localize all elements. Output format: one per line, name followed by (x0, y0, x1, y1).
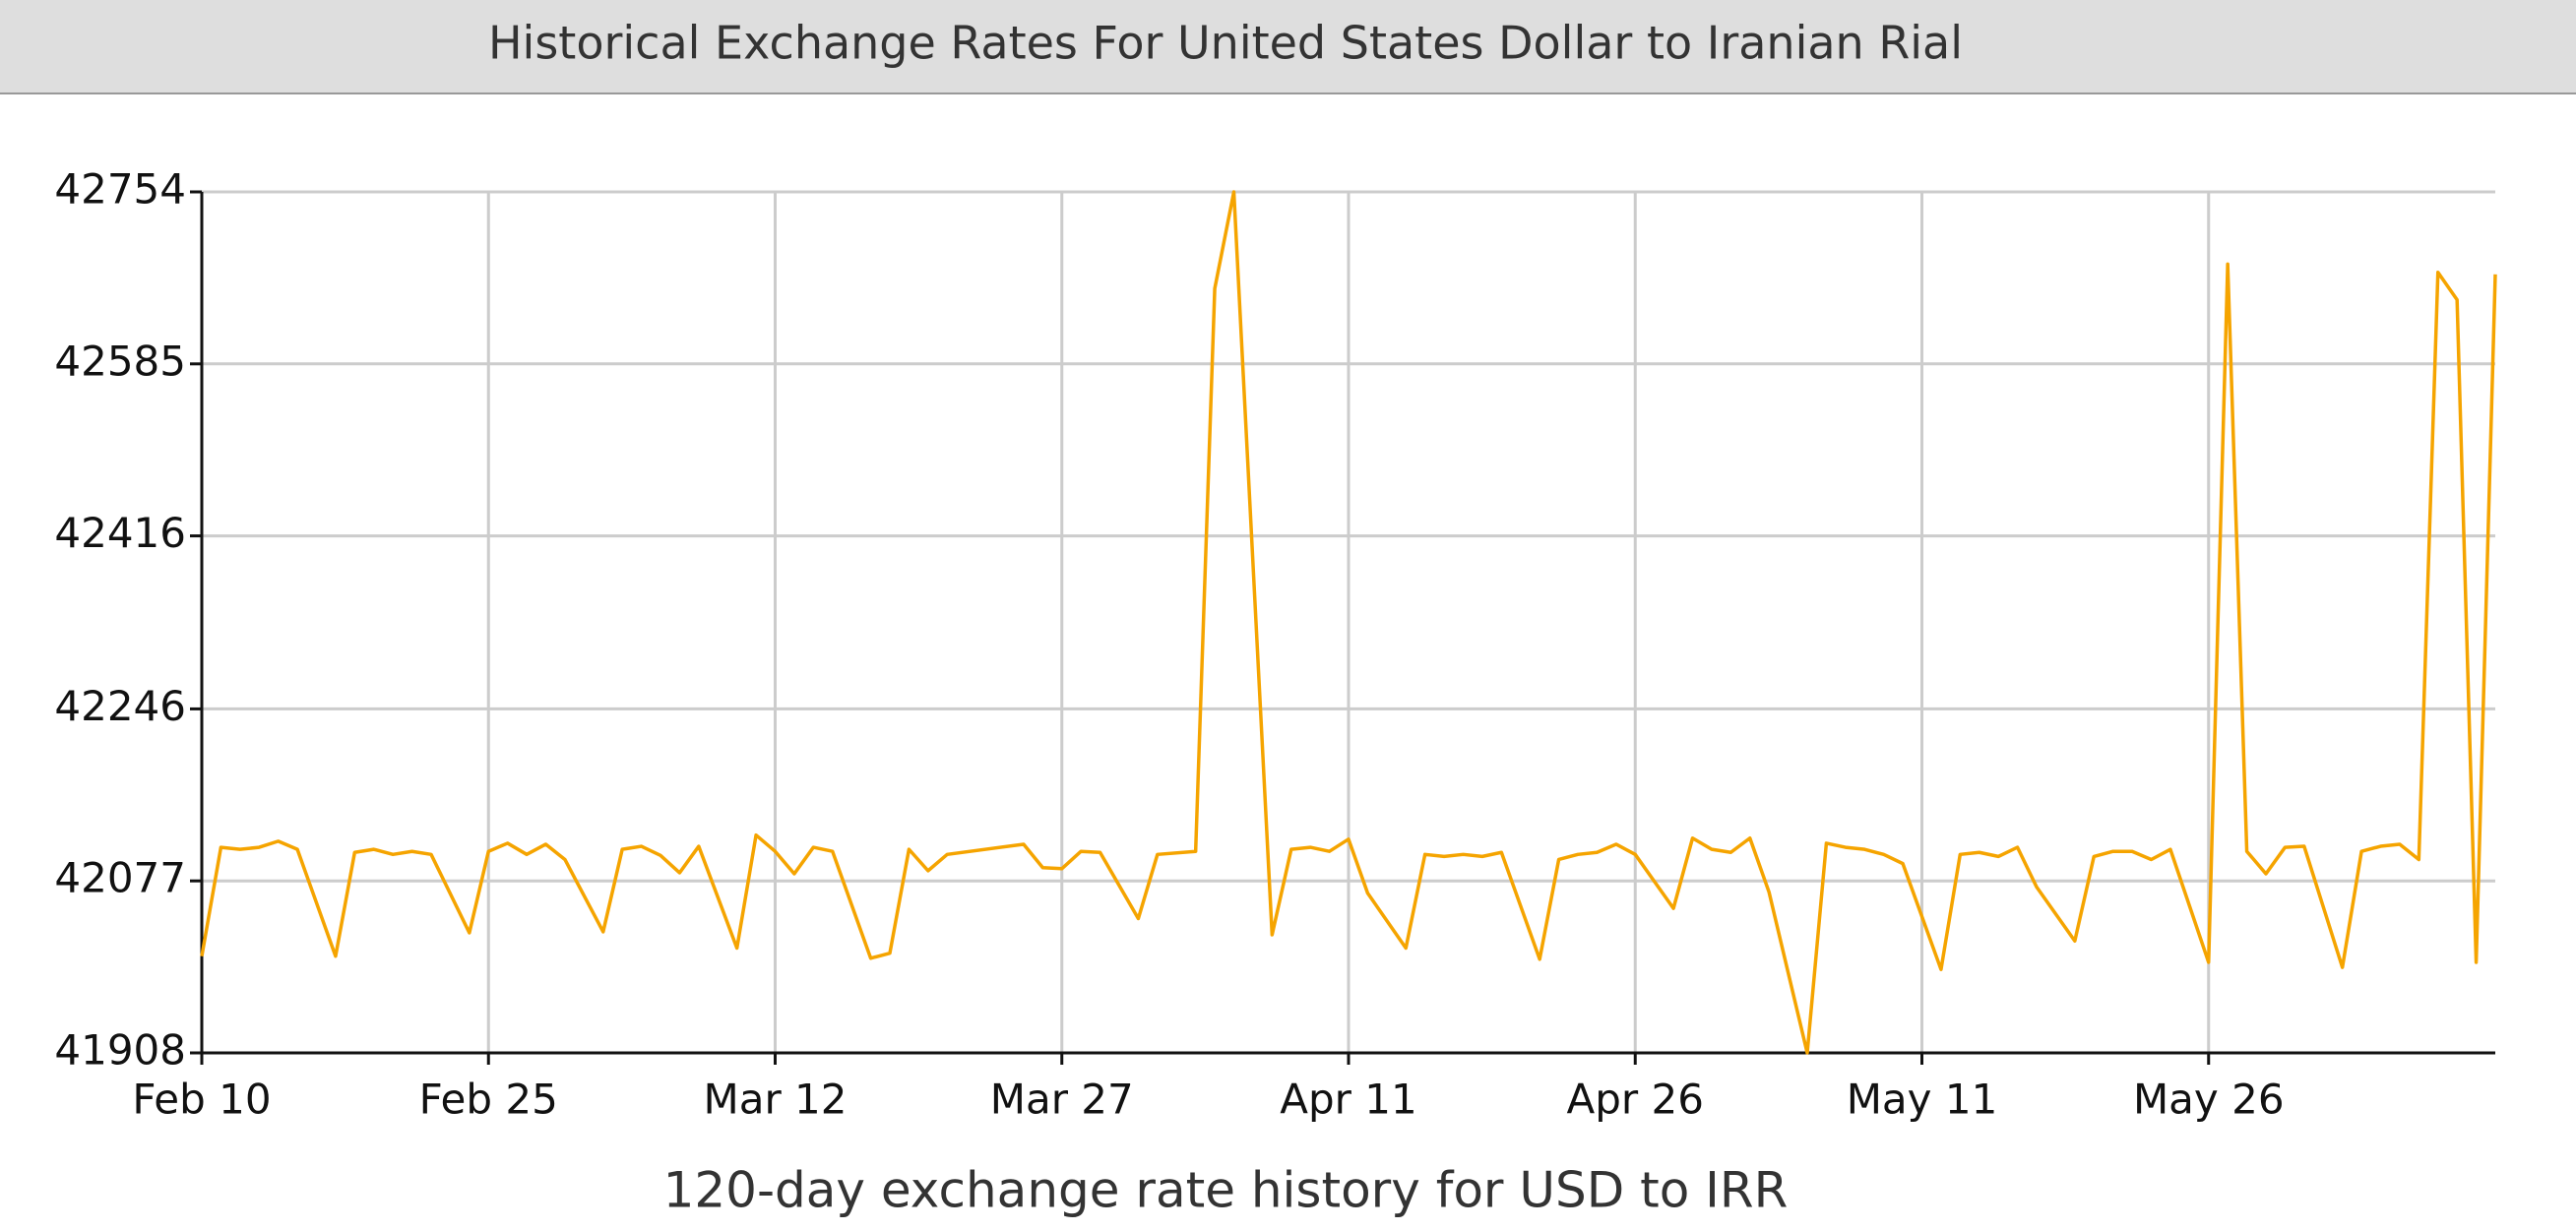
x-tick-label: Apr 26 (1567, 1076, 1704, 1124)
y-tick-label: 42077 (54, 854, 186, 902)
x-tick-label: May 11 (1847, 1076, 1998, 1124)
x-tick-label: Feb 10 (132, 1076, 271, 1124)
x-axis-label: 120-day exchange rate history for USD to… (663, 1162, 1789, 1219)
y-tick-label: 41908 (54, 1026, 186, 1075)
x-tick-label: May 26 (2133, 1076, 2285, 1124)
header-band (0, 0, 2576, 93)
y-tick-label: 42246 (54, 682, 186, 730)
data-line (200, 190, 2497, 1055)
x-tick-label: Feb 25 (419, 1076, 558, 1124)
chart-title: Historical Exchange Rates For United Sta… (488, 17, 1963, 70)
x-tick-label: Mar 12 (703, 1076, 847, 1124)
y-tick-label: 42585 (54, 337, 186, 385)
x-tick-label: Mar 27 (990, 1076, 1134, 1124)
y-tick-label: 42754 (54, 165, 186, 214)
y-tick-label: 42416 (54, 509, 186, 557)
x-tick-label: Apr 11 (1280, 1076, 1416, 1124)
